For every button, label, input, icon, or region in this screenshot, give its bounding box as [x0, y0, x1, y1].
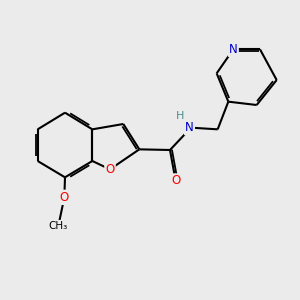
Text: N: N	[185, 121, 194, 134]
Text: O: O	[105, 163, 115, 176]
Text: N: N	[229, 43, 238, 56]
Text: H: H	[176, 111, 185, 121]
Text: O: O	[171, 175, 180, 188]
Text: CH₃: CH₃	[49, 221, 68, 231]
Text: O: O	[60, 191, 69, 204]
